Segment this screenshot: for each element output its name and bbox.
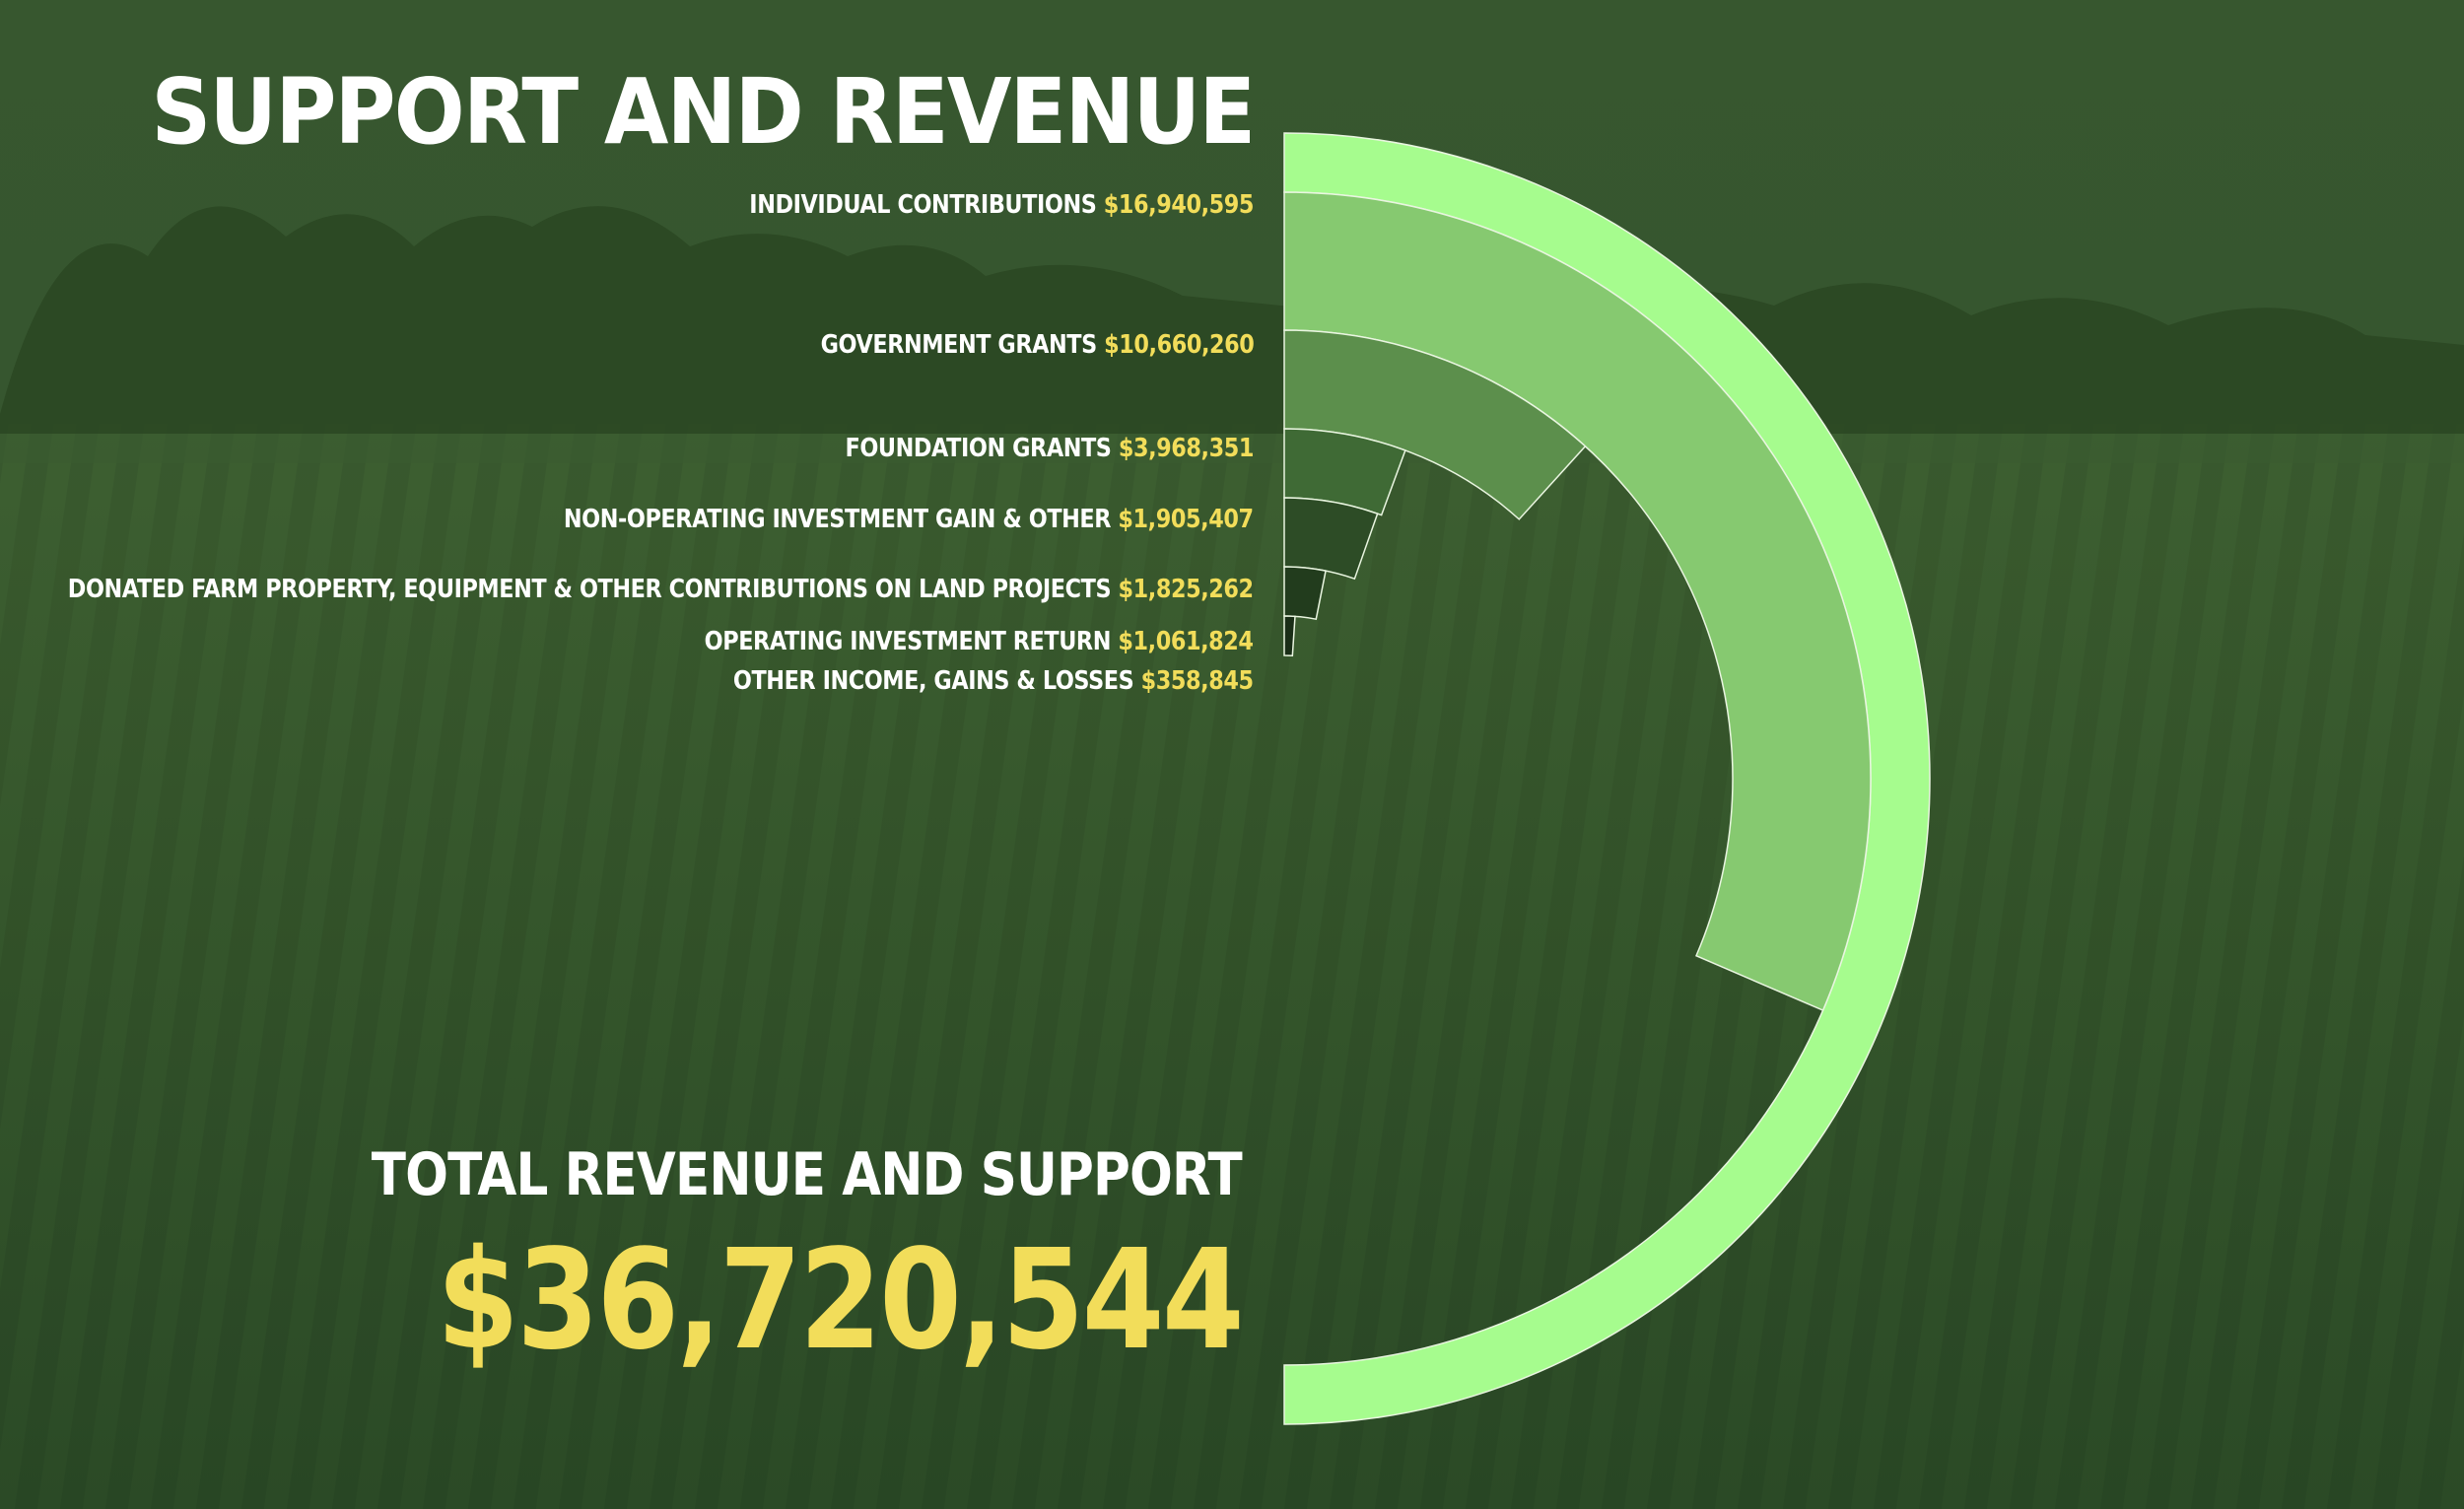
label-donated-farm-property: DONATED FARM PROPERTY, EQUIPMENT & OTHER… — [68, 577, 1254, 602]
label-government-grants: GOVERNMENT GRANTS $10,660,260 — [820, 332, 1254, 358]
label-individual-contributions: INDIVIDUAL CONTRIBUTIONS $16,940,595 — [749, 192, 1254, 218]
label-operating-investment-return: OPERATING INVESTMENT RETURN $1,061,824 — [705, 629, 1254, 654]
category-name: GOVERNMENT GRANTS — [820, 330, 1097, 360]
label-other-income: OTHER INCOME, GAINS & LOSSES $358,845 — [733, 668, 1254, 694]
category-name: DONATED FARM PROPERTY, EQUIPMENT & OTHER… — [68, 575, 1112, 604]
radial-bar-6 — [1283, 615, 1296, 657]
category-name: INDIVIDUAL CONTRIBUTIONS — [749, 190, 1097, 220]
category-name: FOUNDATION GRANTS — [845, 434, 1112, 463]
category-value: $358,845 — [1141, 666, 1254, 696]
page-title: SUPPORT AND REVENUE — [150, 59, 1256, 165]
radial-bar-1 — [1283, 191, 1872, 1012]
category-name: OPERATING INVESTMENT RETURN — [705, 627, 1112, 656]
category-value: $10,660,260 — [1103, 330, 1255, 360]
total-value: $36,720,544 — [436, 1220, 1245, 1381]
category-value: $3,968,351 — [1118, 434, 1255, 463]
category-value: $1,905,407 — [1118, 505, 1255, 534]
category-name: NON-OPERATING INVESTMENT GAIN & OTHER — [564, 505, 1112, 534]
radial-bar-5 — [1283, 566, 1327, 621]
category-name: OTHER INCOME, GAINS & LOSSES — [733, 666, 1134, 696]
total-label: TOTAL REVENUE AND SUPPORT — [371, 1140, 1243, 1209]
label-non-operating-investment: NON-OPERATING INVESTMENT GAIN & OTHER $1… — [564, 507, 1254, 532]
label-foundation-grants: FOUNDATION GRANTS $3,968,351 — [845, 436, 1254, 461]
category-value: $1,825,262 — [1118, 575, 1255, 604]
category-value: $1,061,824 — [1118, 627, 1255, 656]
category-value: $16,940,595 — [1103, 190, 1255, 220]
